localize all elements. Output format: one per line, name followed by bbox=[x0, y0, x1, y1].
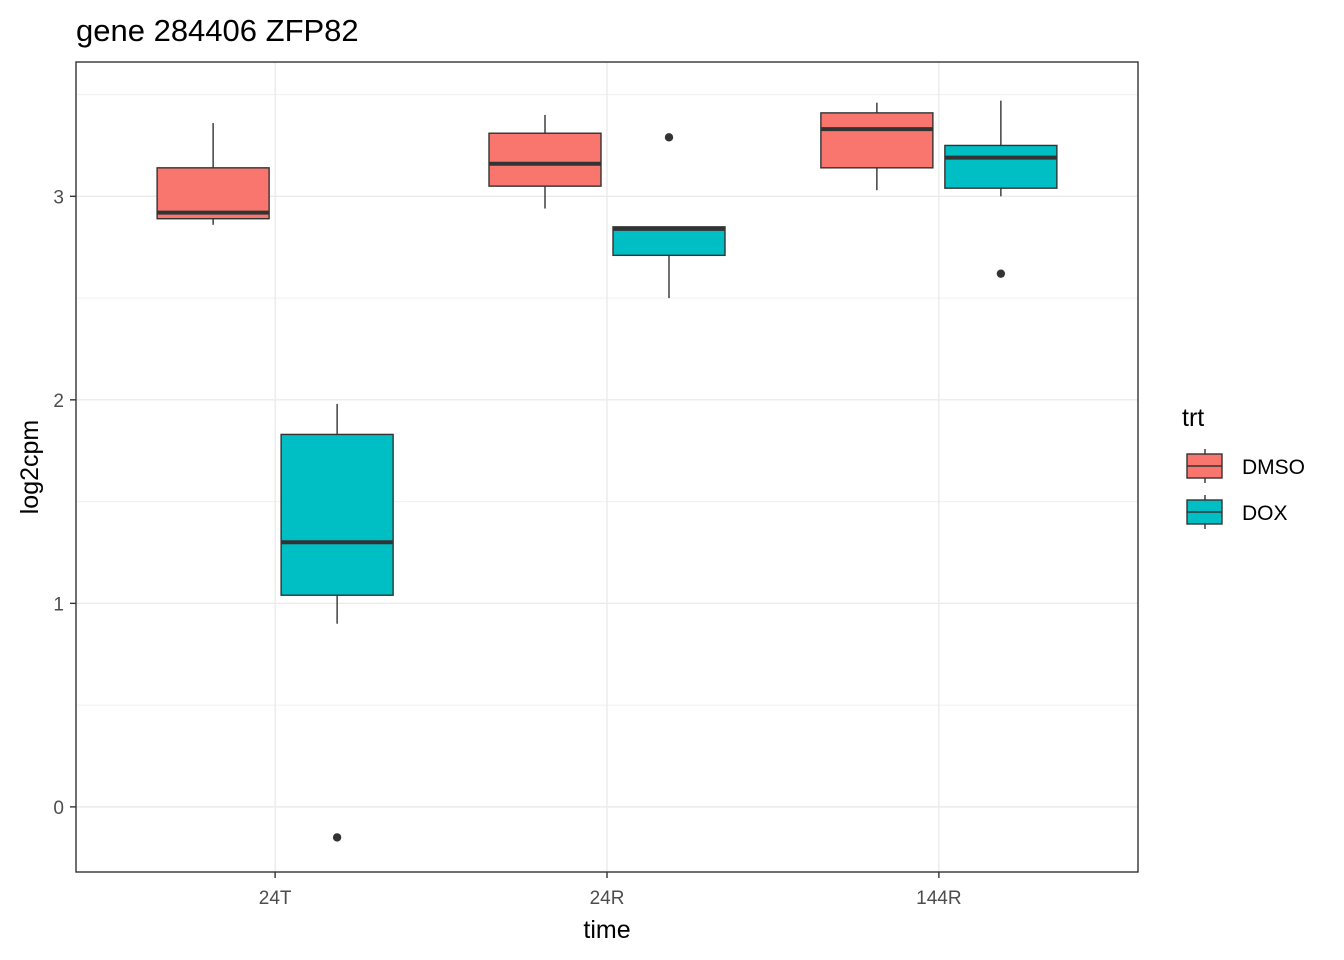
box-body bbox=[280, 433, 394, 596]
x-tick-label: 24T bbox=[259, 888, 292, 909]
box-body bbox=[820, 112, 934, 169]
x-axis: 24T 24R 144R bbox=[259, 872, 962, 909]
legend-label: DOX bbox=[1242, 502, 1288, 525]
y-tick-label: 3 bbox=[53, 187, 64, 208]
box-dmso-144r bbox=[820, 102, 934, 191]
legend-item-dmso: DMSO bbox=[1186, 449, 1305, 483]
outlier-point bbox=[996, 269, 1006, 278]
y-tick-label: 1 bbox=[53, 594, 64, 615]
box-layer bbox=[156, 100, 1058, 842]
legend: trt DMSO DOX bbox=[1182, 404, 1305, 529]
x-tick-label: 144R bbox=[916, 888, 961, 909]
legend-item-dox: DOX bbox=[1186, 495, 1288, 529]
box-body bbox=[156, 167, 270, 220]
x-axis-title: time bbox=[583, 916, 630, 944]
box-body bbox=[488, 132, 602, 187]
y-tick-label: 0 bbox=[53, 798, 64, 819]
outlier-point bbox=[332, 833, 342, 842]
box-dmso-24r bbox=[488, 114, 602, 209]
box-dmso-24t bbox=[156, 123, 270, 225]
box-body bbox=[944, 144, 1058, 189]
legend-title: trt bbox=[1182, 404, 1204, 432]
box-dox-24t bbox=[280, 403, 394, 842]
chart-title: gene 284406 ZFP82 bbox=[76, 13, 359, 48]
x-tick-label: 24R bbox=[590, 888, 625, 909]
y-tick-label: 2 bbox=[53, 391, 64, 412]
legend-items: DMSO DOX bbox=[1186, 449, 1305, 529]
outlier-point bbox=[664, 133, 674, 142]
box-body bbox=[612, 226, 726, 257]
y-axis-title: log2cpm bbox=[16, 420, 44, 515]
box-dox-144r bbox=[944, 100, 1058, 278]
legend-label: DMSO bbox=[1242, 456, 1305, 479]
box-dox-24r bbox=[612, 133, 726, 299]
y-axis: 0 1 2 3 bbox=[53, 187, 76, 819]
